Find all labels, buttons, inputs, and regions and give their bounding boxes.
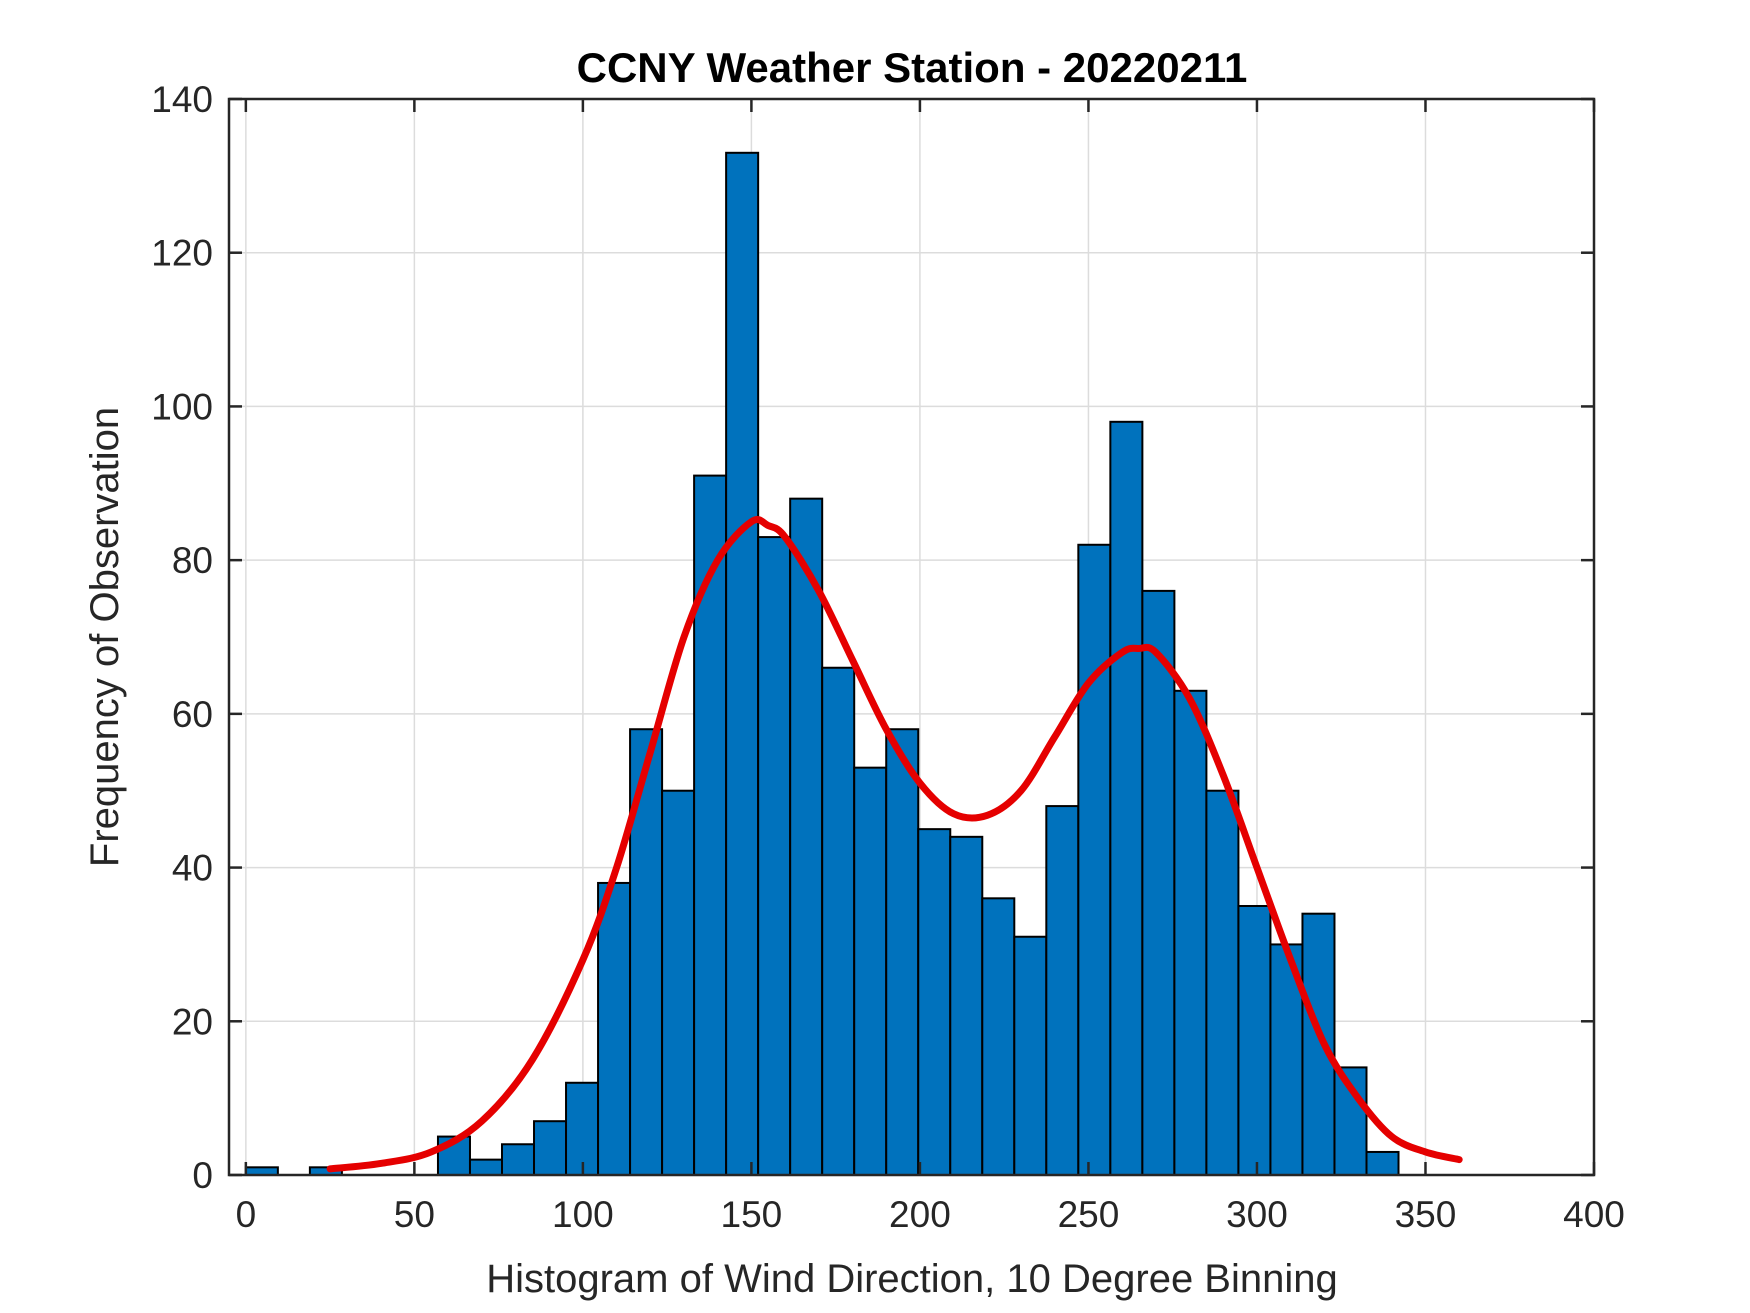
histogram-bar [917, 828, 952, 1177]
histogram-bar [1109, 420, 1144, 1176]
histogram-bar [468, 1158, 503, 1176]
histogram-bar [1365, 1150, 1400, 1177]
histogram-bar [501, 1143, 536, 1177]
axes [227, 97, 1596, 1177]
x-tick-label: 400 [1563, 1194, 1625, 1235]
histogram-bar [757, 536, 792, 1176]
histogram-bar [533, 1120, 568, 1176]
y-tick-label: 20 [172, 1001, 213, 1042]
x-tick-label: 200 [889, 1194, 951, 1235]
x-tick-labels: 0 50 100 150 200 250 300 350 400 [236, 1194, 1625, 1235]
y-tick-label: 0 [192, 1155, 213, 1196]
y-tick-label: 60 [172, 694, 213, 735]
x-axis-label: Histogram of Wind Direction, 10 Degree B… [486, 1257, 1338, 1301]
histogram-bar [1205, 789, 1240, 1176]
histogram-bar [597, 881, 632, 1176]
histogram-bar [1077, 543, 1112, 1176]
histogram-bar [725, 151, 760, 1177]
x-tick-label: 0 [236, 1194, 257, 1235]
y-tick-labels: 0 20 40 60 80 100 120 140 [151, 79, 213, 1196]
histogram-bars [244, 151, 1400, 1177]
histogram-bar [661, 789, 696, 1176]
x-tick-label: 350 [1395, 1194, 1457, 1235]
histogram-bar [1173, 689, 1208, 1176]
y-tick-label: 100 [151, 386, 213, 427]
histogram-bar [949, 835, 984, 1176]
histogram-bar [565, 1081, 600, 1177]
histogram-bar [789, 497, 824, 1176]
histogram-bar [885, 728, 920, 1176]
plot-frame [227, 97, 1596, 1177]
x-tick-label: 150 [721, 1194, 783, 1235]
y-tick-label: 40 [172, 848, 213, 889]
histogram-bar [1013, 935, 1048, 1176]
x-tick-label: 50 [394, 1194, 435, 1235]
y-tick-label: 120 [151, 233, 213, 274]
fit-curve-line [326, 516, 1463, 1173]
histogram-bar [1237, 905, 1272, 1176]
histogram-bar [853, 766, 888, 1177]
chart-title: CCNY Weather Station - 20220211 [577, 44, 1248, 91]
histogram-bar [821, 666, 856, 1176]
x-tick-label: 300 [1226, 1194, 1288, 1235]
histogram-bar [1301, 912, 1336, 1177]
y-axis-label: Frequency of Observation [83, 407, 127, 867]
y-tick-label: 80 [172, 540, 213, 581]
x-tick-label: 250 [1058, 1194, 1120, 1235]
histogram-bar [1141, 589, 1176, 1176]
fit-curve-layer [326, 516, 1463, 1173]
histogram-bar [1045, 805, 1080, 1176]
x-tick-label: 100 [552, 1194, 614, 1235]
y-tick-label: 140 [151, 79, 213, 120]
histogram-bar [981, 897, 1016, 1176]
